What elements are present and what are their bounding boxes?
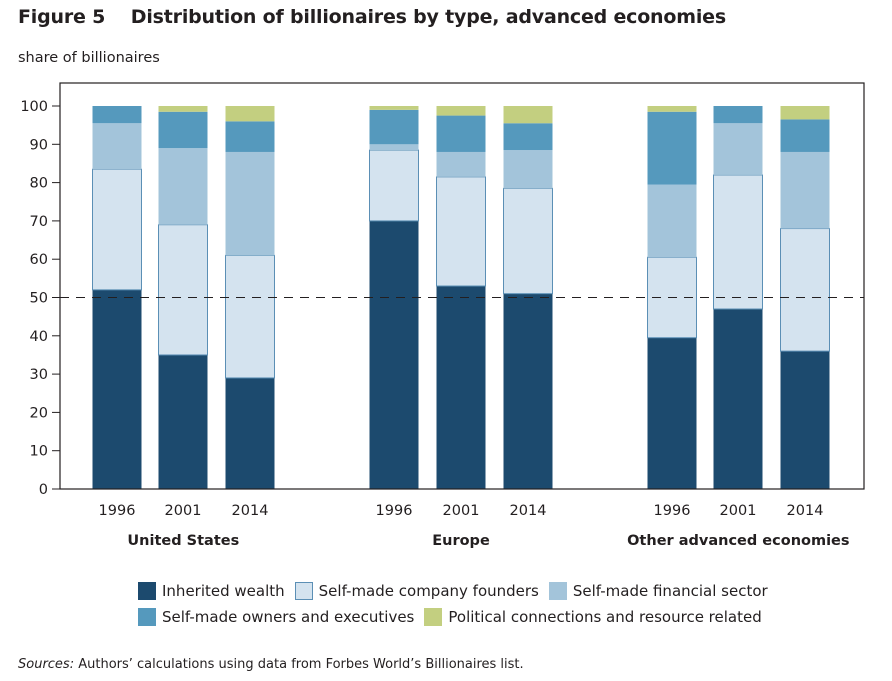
bar-segment-inherited-wealth (92, 289, 142, 489)
bar-segment-self-made-financial-sector (503, 150, 553, 189)
bar-segment-self-made-financial-sector (225, 151, 275, 256)
x-tick-label: 1996 (99, 503, 136, 519)
legend-swatch (548, 582, 567, 600)
labels-layer: 0 10 20 30 40 50 60 70 80 90 100 1996 2001 2014 1996 20… (20, 99, 849, 549)
bar-segment-inherited-wealth (647, 337, 697, 489)
bar-segment-self-made-owners-and-executives (503, 123, 553, 151)
figure-title-text: Distribution of billionaires by type, ad… (130, 6, 726, 28)
y-tick-label: 90 (30, 137, 48, 153)
y-tick-label: 80 (30, 176, 48, 192)
legend-label: Inherited wealth (162, 582, 285, 600)
bar-segment-self-made-financial-sector (158, 148, 208, 225)
bar-segment-political-connections-and-resource-related (780, 106, 830, 120)
legend-item-owners: Self-made owners and executives (138, 608, 414, 626)
legend-swatch (138, 582, 156, 600)
legend-item-financial: Self-made financial sector (548, 582, 768, 600)
plot-frame (59, 82, 865, 490)
x-tick-label: 2001 (443, 503, 480, 519)
y-tick-label: 60 (30, 252, 48, 268)
y-tick-label: 30 (30, 367, 48, 383)
x-tick-label: 2014 (510, 503, 547, 519)
bar-segment-inherited-wealth (158, 354, 208, 489)
bar-segment-self-made-company-founders (436, 176, 486, 287)
bar-segment-self-made-financial-sector (713, 123, 763, 175)
bar-segment-inherited-wealth (713, 308, 763, 489)
bar-segment-self-made-financial-sector (436, 151, 486, 177)
source-prefix: Sources: (18, 657, 75, 672)
x-tick-label: 2001 (720, 503, 757, 519)
bar-segment-self-made-financial-sector (647, 184, 697, 258)
y-tick-label: 40 (30, 329, 48, 345)
bar-segment-self-made-financial-sector (780, 151, 830, 229)
bar-segment-self-made-owners-and-executives (436, 115, 486, 152)
bar-segment-self-made-financial-sector (92, 123, 142, 170)
bar-segment-self-made-company-founders (369, 149, 419, 222)
bar-segment-political-connections-and-resource-related (158, 106, 208, 112)
bar-segment-inherited-wealth (225, 377, 275, 489)
bar-segment-self-made-company-founders (158, 224, 208, 356)
legend-item-inherited: Inherited wealth (138, 582, 285, 600)
bar-segment-self-made-company-founders (713, 174, 763, 310)
bar-segment-self-made-owners-and-executives (158, 111, 208, 149)
x-tick-label: 2001 (165, 503, 202, 519)
figure-number: Figure 5 (18, 6, 106, 28)
x-tick-label: 1996 (654, 503, 691, 519)
legend-item-political: Political connections and resource relat… (424, 608, 762, 626)
legend-swatch (294, 582, 313, 600)
bar-segment-inherited-wealth (780, 351, 830, 489)
legend-label: Self-made financial sector (572, 582, 768, 600)
group-label: United States (127, 533, 239, 549)
y-tick-label: 70 (30, 214, 48, 230)
bar-segment-inherited-wealth (503, 293, 553, 489)
stacked-bar-chart: 0 10 20 30 40 50 60 70 80 90 100 1996 2001 2014 1996 20… (20, 82, 865, 549)
y-tick-label: 10 (30, 444, 48, 460)
x-tick-label: 2014 (232, 503, 269, 519)
bar-segment-self-made-company-founders (503, 187, 553, 295)
legend-row-2: Self-made owners and executives Politica… (138, 604, 838, 630)
y-tick-label: 0 (39, 482, 48, 498)
bar-segment-inherited-wealth (436, 286, 486, 489)
bars-layer (92, 106, 830, 489)
legend-row-1: Inherited wealth Self-made company found… (138, 578, 838, 604)
group-label: Other advanced economies (627, 533, 849, 549)
group-label: Europe (432, 533, 490, 549)
legend-swatch (138, 608, 156, 626)
bar-segment-self-made-company-founders (92, 168, 142, 291)
source-text: Authors’ calculations using data from Fo… (74, 657, 524, 672)
bar-segment-self-made-owners-and-executives (780, 119, 830, 152)
bar-segment-political-connections-and-resource-related (225, 106, 275, 122)
legend-label: Political connections and resource relat… (448, 608, 762, 626)
bar-segment-self-made-financial-sector (369, 144, 419, 151)
bar-segment-self-made-company-founders (780, 228, 830, 352)
y-tick-label: 20 (30, 405, 48, 421)
legend-label: Self-made company founders (318, 582, 539, 600)
axes-layer (52, 82, 865, 490)
bar-segment-self-made-owners-and-executives (713, 106, 763, 124)
legend: Inherited wealth Self-made company found… (138, 578, 838, 630)
figure-title: Figure 5 Distribution of billionaires by… (18, 6, 726, 28)
bar-segment-political-connections-and-resource-related (369, 106, 419, 110)
legend-swatch (424, 608, 443, 626)
y-axis-label: share of billionaires (18, 50, 160, 66)
source-note: Sources: Authors’ calculations using dat… (18, 657, 524, 672)
legend-label: Self-made owners and executives (162, 608, 415, 626)
bar-segment-political-connections-and-resource-related (647, 106, 697, 112)
x-tick-label: 1996 (376, 503, 413, 519)
bar-segment-self-made-owners-and-executives (92, 106, 142, 124)
bar-segment-political-connections-and-resource-related (503, 106, 553, 124)
bar-segment-self-made-owners-and-executives (225, 121, 275, 152)
legend-item-founders: Self-made company founders (294, 582, 539, 600)
y-tick-label: 50 (30, 291, 48, 307)
bar-segment-political-connections-and-resource-related (436, 106, 486, 116)
bar-segment-self-made-owners-and-executives (647, 111, 697, 185)
bar-segment-inherited-wealth (369, 220, 419, 489)
bar-segment-self-made-company-founders (225, 254, 275, 379)
bar-segment-self-made-owners-and-executives (369, 109, 419, 145)
y-tick-label: 100 (20, 99, 48, 115)
x-tick-label: 2014 (787, 503, 824, 519)
